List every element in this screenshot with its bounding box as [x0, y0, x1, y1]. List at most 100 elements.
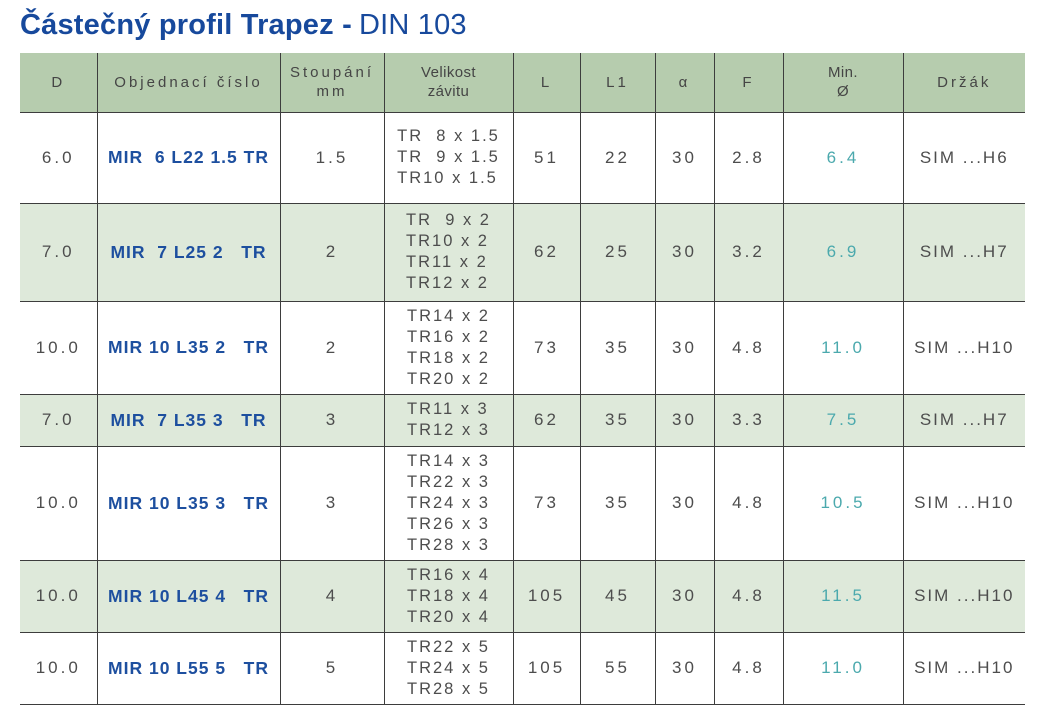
column-header-order: Objednací číslo	[96, 53, 280, 112]
thread-size-line: TR18 x 2	[407, 348, 490, 367]
cell-order-number: MIR 10 L45 4 TR	[96, 560, 280, 632]
cell-min-diameter: 11.0	[782, 632, 903, 704]
column-header-d: D	[20, 53, 97, 112]
thread-size-line: TR 9 x 2	[406, 211, 491, 229]
cell-holder: SIM ...H10	[902, 446, 1025, 560]
cell-holder: SIM ...H6	[902, 112, 1025, 203]
column-header-min: Min. Ø	[782, 53, 903, 112]
cell-thread-sizes: TR14 x 3 TR22 x 3 TR24 x 3 TR26 x 3 TR28 x 3	[383, 446, 513, 560]
table-row: 7.0 MIR 7 L35 3 TR 3 TR11 x 3 TR12 x 3 62 35 30…	[20, 394, 1025, 446]
table-row: 7.0 MIR 7 L25 2 TR 2 TR 9 x 2 TR10 x 2 TR11 x…	[20, 203, 1025, 301]
column-header-line: Objednací číslo	[114, 73, 263, 91]
cell-min-diameter: 11.0	[782, 301, 903, 394]
thread-size-line: TR24 x 5	[407, 658, 490, 677]
thread-sizes-block: TR14 x 2 TR16 x 2 TR18 x 2 TR20 x 2	[407, 306, 490, 390]
cell-holder: SIM ...H10	[902, 632, 1025, 704]
table-row: 10.0 MIR 10 L55 5 TR 5 TR22 x 5 TR24 x 5 TR28…	[20, 632, 1025, 704]
column-header-line: závitu	[427, 83, 470, 101]
cell-pitch: 5	[279, 632, 384, 704]
cell-order-number: MIR 7 L25 2 TR	[96, 203, 280, 301]
cell-min-diameter: 7.5	[782, 394, 903, 446]
cell-holder: SIM ...H10	[902, 560, 1025, 632]
cell-d: 6.0	[41, 147, 75, 167]
thread-sizes-block: TR11 x 3 TR12 x 3	[407, 399, 490, 441]
cell-alpha: 30	[654, 394, 714, 446]
column-header-l1: L1	[579, 53, 655, 112]
column-header-line: D	[51, 73, 66, 91]
thread-size-line: TR22 x 5	[407, 637, 490, 656]
table-head: D Objednací číslo Stoupání mm Velikost závitu…	[20, 53, 1025, 112]
column-header-line: Držák	[937, 73, 992, 91]
cell-holder: SIM ...H10	[902, 301, 1025, 394]
cell-f: 2.8	[713, 112, 783, 203]
cell-min-diameter: 11.5	[782, 560, 903, 632]
thread-size-line: TR11 x 2	[406, 253, 488, 271]
column-header-sizes: Velikost závitu	[383, 53, 513, 112]
thread-size-line: TR22 x 3	[407, 472, 490, 491]
table-row: 6.0 MIR 6 L22 1.5 TR 1.5 TR 8 x 1.5 TR 9 x 1…	[20, 112, 1025, 203]
cell-l1: 55	[579, 632, 655, 704]
cell-f: 4.8	[713, 446, 783, 560]
cell-thread-sizes: TR11 x 3 TR12 x 3	[383, 394, 513, 446]
page-title: Částečný profil Trapez - DIN 103	[20, 8, 1025, 42]
thread-size-line: TR14 x 2	[407, 306, 490, 325]
thread-size-line: TR12 x 3	[407, 421, 490, 439]
thread-size-line: TR10 x 1.5	[397, 169, 498, 187]
cell-d: 10.0	[35, 337, 81, 357]
thread-size-line: TR16 x 4	[407, 565, 490, 584]
cell-thread-sizes: TR22 x 5 TR24 x 5 TR28 x 5	[383, 632, 513, 704]
column-header-l: L	[512, 53, 580, 112]
cell-l1: 35	[579, 301, 655, 394]
cell-min-diameter: 6.4	[782, 112, 903, 203]
cell-alpha: 30	[654, 446, 714, 560]
thread-size-line: TR28 x 5	[407, 679, 490, 698]
cell-f: 4.8	[713, 632, 783, 704]
thread-size-line: TR20 x 2	[407, 369, 490, 388]
cell-d: 10.0	[35, 658, 81, 677]
cell-l1: 35	[579, 394, 655, 446]
cell-holder: SIM ...H7	[902, 394, 1025, 446]
cell-l: 62	[512, 394, 580, 446]
thread-size-line: TR20 x 4	[407, 607, 490, 626]
cell-pitch: 3	[279, 394, 384, 446]
column-header-f: F	[713, 53, 783, 112]
thread-size-line: TR 8 x 1.5	[397, 127, 500, 145]
thread-size-line: TR 9 x 1.5	[397, 148, 500, 166]
column-header-line: α	[678, 73, 691, 91]
cell-pitch: 2	[279, 203, 384, 301]
cell-l1: 25	[579, 203, 655, 301]
cell-order-number: MIR 10 L35 2 TR	[96, 301, 280, 394]
table-body: 6.0 MIR 6 L22 1.5 TR 1.5 TR 8 x 1.5 TR 9 x 1…	[20, 112, 1025, 704]
cell-f: 4.8	[713, 560, 783, 632]
thread-sizes-block: TR 9 x 2 TR10 x 2 TR11 x 2 TR12 x 2	[406, 210, 491, 294]
table-row: 10.0 MIR 10 L35 2 TR 2 TR14 x 2 TR16 x 2 TR18…	[20, 301, 1025, 394]
thread-size-line: TR18 x 4	[407, 586, 490, 605]
column-header-holder: Držák	[902, 53, 1025, 112]
cell-l1: 45	[579, 560, 655, 632]
column-header-line: mm	[316, 83, 348, 101]
column-header-line: L1	[606, 73, 629, 91]
thread-size-line: TR14 x 3	[407, 451, 490, 470]
cell-d: 7.0	[41, 242, 75, 261]
table-row: 10.0 MIR 10 L45 4 TR 4 TR16 x 4 TR18 x 4 TR20…	[20, 560, 1025, 632]
cell-l1: 22	[579, 112, 655, 203]
cell-thread-sizes: TR14 x 2 TR16 x 2 TR18 x 2 TR20 x 2	[383, 301, 513, 394]
column-header-line: Ø	[836, 83, 850, 101]
thread-sizes-block: TR22 x 5 TR24 x 5 TR28 x 5	[407, 637, 490, 700]
title-suffix: DIN 103	[358, 9, 467, 41]
cell-order-number: MIR 10 L35 3 TR	[96, 446, 280, 560]
column-header-alpha: α	[654, 53, 714, 112]
cell-min-diameter: 10.5	[782, 446, 903, 560]
cell-d: 10.0	[35, 586, 81, 605]
cell-order-number: MIR 10 L55 5 TR	[96, 632, 280, 704]
thread-size-line: TR26 x 3	[407, 514, 490, 533]
cell-pitch: 3	[279, 446, 384, 560]
thread-size-line: TR28 x 3	[407, 535, 490, 554]
cell-order-number: MIR 6 L22 1.5 TR	[96, 112, 280, 203]
title-main: Částečný profil Trapez -	[20, 9, 352, 41]
cell-l: 62	[512, 203, 580, 301]
table-row: 10.0 MIR 10 L35 3 TR 3 TR14 x 3 TR22 x 3 TR24…	[20, 446, 1025, 560]
cell-l: 105	[512, 560, 580, 632]
column-header-pitch: Stoupání mm	[279, 53, 384, 112]
